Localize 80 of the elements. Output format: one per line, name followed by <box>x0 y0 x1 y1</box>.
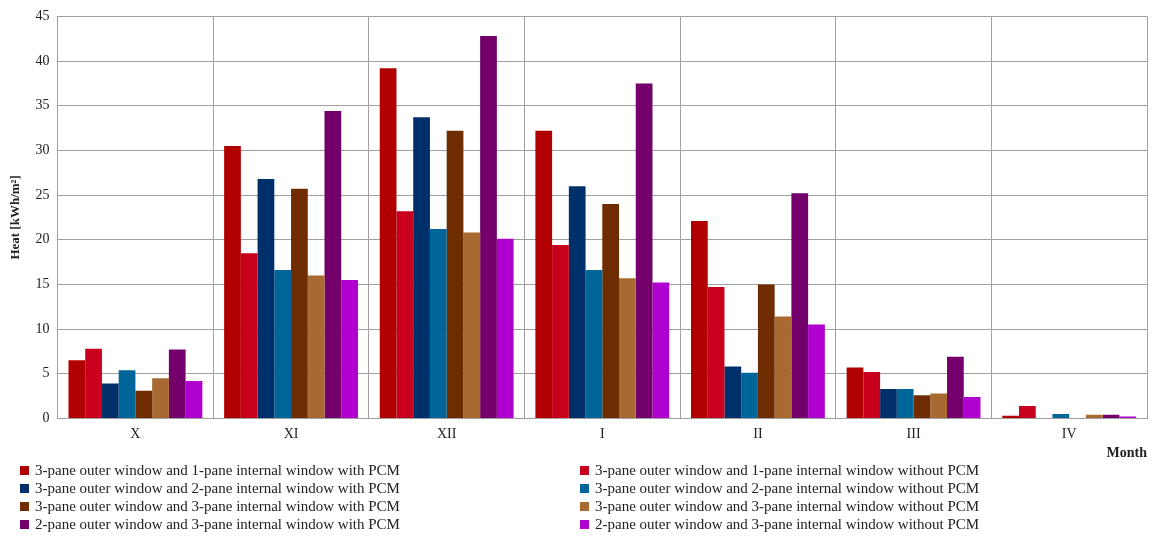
bar <box>757 284 775 418</box>
bar <box>774 316 792 418</box>
bar <box>257 178 275 418</box>
bar <box>585 270 603 418</box>
bar <box>1052 413 1070 418</box>
bar <box>396 211 414 418</box>
bar <box>930 393 948 418</box>
y-tick-label: 10 <box>35 320 50 336</box>
bar <box>85 348 102 418</box>
bar <box>1102 414 1120 418</box>
bar <box>274 270 292 418</box>
bar <box>413 117 430 418</box>
y-tick-label: 15 <box>35 276 50 292</box>
y-axis-title: Heat [kWh/m²] <box>7 175 23 260</box>
bar <box>846 367 864 418</box>
bar <box>1085 414 1103 418</box>
bar <box>101 383 119 418</box>
bar <box>724 366 742 418</box>
bar <box>791 193 809 418</box>
y-tick-label: 40 <box>35 52 50 68</box>
bar <box>808 324 825 418</box>
y-tick-label: 35 <box>35 97 50 113</box>
legend-label: 2-pane outer window and 3-pane internal window with PCM <box>35 516 400 533</box>
bar <box>535 130 553 418</box>
bar <box>707 287 725 418</box>
x-tick-label: XII <box>436 426 457 442</box>
legend-label: 3-pane outer window and 1-pane internal window with PCM <box>35 462 400 479</box>
bar <box>324 111 342 418</box>
bar <box>307 275 325 418</box>
bar <box>619 278 636 418</box>
legend-label: 3-pane outer window and 2-pane internal window without PCM <box>595 480 980 497</box>
legend-label: 3-pane outer window and 3-pane internal window without PCM <box>595 498 980 515</box>
bar <box>429 229 447 418</box>
bar <box>68 360 86 418</box>
legend-label: 2-pane outer window and 3-pane internal window without PCM <box>595 516 980 533</box>
bar <box>963 396 981 418</box>
bar <box>691 220 708 418</box>
bar <box>291 188 308 418</box>
bar <box>552 245 569 418</box>
x-tick-label: III <box>906 426 921 442</box>
bar <box>463 232 481 418</box>
bar <box>168 349 186 418</box>
bar <box>602 204 620 418</box>
bar <box>652 282 670 418</box>
x-tick-label: X <box>130 426 141 442</box>
bar <box>224 145 241 418</box>
bar <box>568 186 586 418</box>
x-tick-label: I <box>599 426 605 442</box>
y-tick-label: 0 <box>42 410 50 426</box>
bar <box>379 68 397 418</box>
bar <box>341 279 358 418</box>
y-tick-label: 25 <box>35 186 50 202</box>
x-tick-label: IV <box>1061 426 1077 442</box>
bar <box>118 370 136 418</box>
bar <box>880 388 897 418</box>
bar <box>135 390 153 418</box>
y-tick-label: 20 <box>35 231 50 247</box>
y-tick-label: 45 <box>35 8 50 24</box>
legend-label: 3-pane outer window and 1-pane internal window without PCM <box>595 462 980 479</box>
bar <box>480 36 497 418</box>
x-tick-label: XI <box>283 426 299 442</box>
bar <box>152 378 169 418</box>
legend-label: 3-pane outer window and 2-pane internal window with PCM <box>35 480 400 497</box>
bar <box>947 356 964 418</box>
bar <box>496 238 514 418</box>
y-tick-label: 30 <box>35 142 50 158</box>
legend-label: 3-pane outer window and 3-pane internal window with PCM <box>35 498 400 515</box>
x-axis-title: Month <box>1106 445 1148 461</box>
bar <box>1019 405 1036 418</box>
bar <box>913 395 931 418</box>
x-tick-label: II <box>753 426 763 442</box>
bar <box>863 371 881 418</box>
bar <box>240 253 258 418</box>
bar <box>635 83 653 418</box>
bar <box>446 130 464 418</box>
bar <box>185 380 203 418</box>
bar <box>1002 415 1019 418</box>
bar <box>741 372 758 418</box>
y-tick-label: 5 <box>42 365 50 381</box>
bar <box>896 388 914 418</box>
